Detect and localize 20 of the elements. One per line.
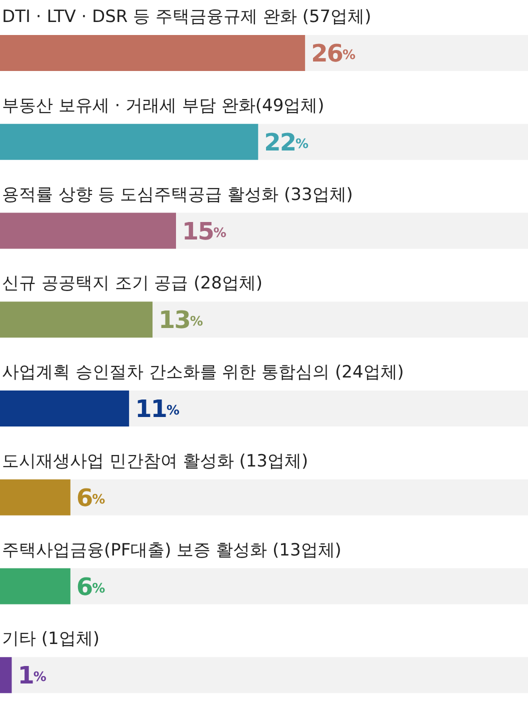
data-label: 6% [76, 484, 106, 512]
y-tick-label: 기타 (1업체) [2, 629, 100, 650]
y-tick-label: 주택사업금융(PF대출) 보증 활성화 (13업체) [2, 540, 342, 560]
y-tick-label: 사업계획 승인절차 간소화를 위한 통합심의 (24업체) [2, 362, 404, 382]
y-tick-label: 도시재생사업 민간참여 활성화 (13업체) [2, 451, 308, 472]
y-tick-label: 신규 공공택지 조기 공급 (28업체) [2, 274, 263, 294]
y-tick-label: DTI · LTV · DSR 등 주택금융규제 완화 (57업체) [2, 7, 372, 27]
data-label: 22% [264, 128, 309, 156]
bar [0, 657, 12, 694]
y-tick-label: 용적률 상향 등 도심주택공급 활성화 (33업체) [2, 184, 353, 205]
data-label: 1% [18, 662, 46, 690]
bar [0, 479, 70, 516]
data-label: 15% [182, 217, 226, 246]
y-tick-label: 부동산 보유세 · 거래세 부담 완화(49업체) [2, 96, 324, 116]
bar [0, 568, 70, 604]
bar [0, 390, 130, 426]
data-label: 26% [311, 40, 356, 68]
data-label: 13% [158, 306, 203, 334]
data-label: 11% [135, 395, 180, 424]
data-label: 6% [76, 572, 106, 601]
